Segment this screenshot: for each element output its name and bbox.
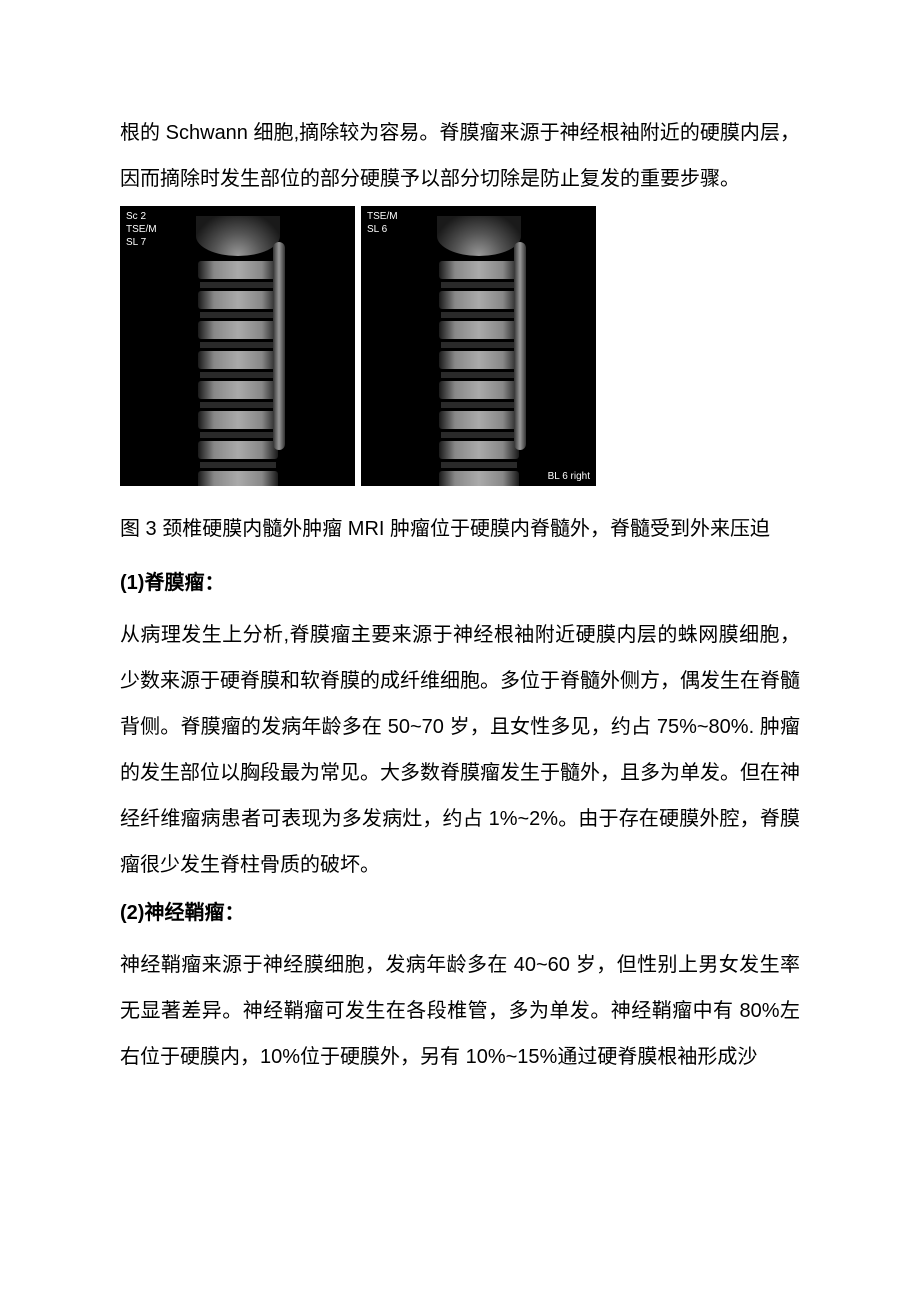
mri-panel-2: TSE/M SL 6 BL 6 right [361, 206, 596, 486]
figure-3-caption: 图 3 颈椎硬膜内髓外肿瘤 MRI 肿瘤位于硬膜内脊髓外，脊髓受到外来压迫 [120, 506, 800, 552]
mri-image-row: Sc 2 TSE/M SL 7 TSE/M SL 6 [120, 206, 800, 486]
spine-illustration-2 [409, 216, 549, 476]
section-2-heading: (2)神经鞘瘤： [120, 890, 800, 936]
section-1-heading: (1)脊膜瘤： [120, 560, 800, 606]
mri-label-2-br: BL 6 right [548, 471, 590, 482]
section-2-body: 神经鞘瘤来源于神经膜细胞，发病年龄多在 40~60 岁，但性别上男女发生率无显著… [120, 942, 800, 1080]
spine-illustration-1 [168, 216, 308, 476]
mri-panel-1: Sc 2 TSE/M SL 7 [120, 206, 355, 486]
intro-paragraph: 根的 Schwann 细胞,摘除较为容易。脊膜瘤来源于神经根袖附近的硬膜内层，因… [120, 110, 800, 202]
section-1-body: 从病理发生上分析,脊膜瘤主要来源于神经根袖附近硬膜内层的蛛网膜细胞，少数来源于硬… [120, 612, 800, 888]
mri-label-1: Sc 2 TSE/M SL 7 [126, 210, 157, 249]
mri-label-2: TSE/M SL 6 [367, 210, 398, 236]
